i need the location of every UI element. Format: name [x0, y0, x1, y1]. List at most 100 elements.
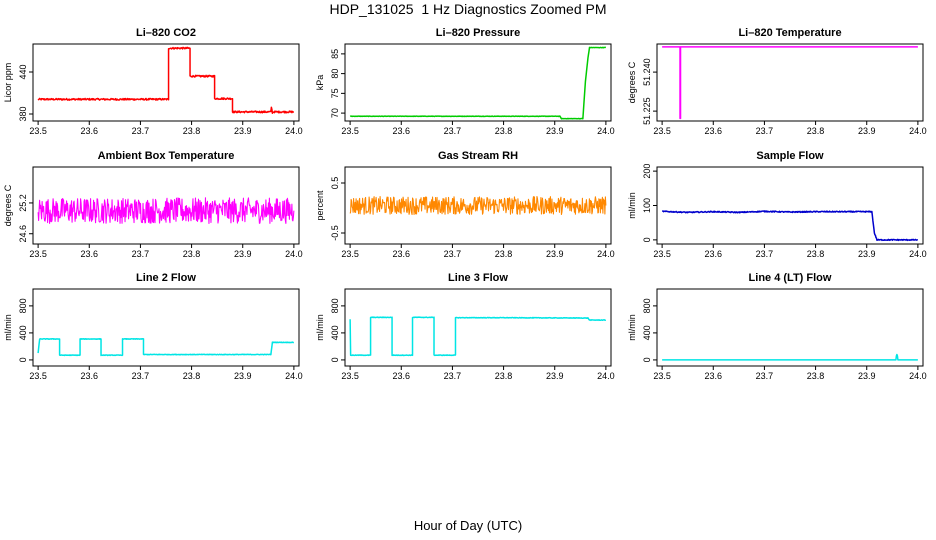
y-tick-label: 51.240 — [642, 58, 652, 86]
x-tick-label: 23.6 — [81, 126, 99, 136]
figure-title: HDP_131025 1 Hz Diagnostics Zoomed PM — [329, 1, 607, 17]
panel-line-3-flow: Line 3 Flow ml/min 23.5 23.6 23.7 23.8 23.9 24.… — [315, 272, 615, 381]
x-tick-label: 23.7 — [132, 126, 150, 136]
x-tick-label: 23.8 — [807, 371, 825, 381]
y-tick-label: 51.225 — [642, 97, 652, 125]
x-tick-label: 24.0 — [909, 126, 927, 136]
panel-ambient-box-temperature: Ambient Box Temperature degrees C 23.5 23.6… — [3, 150, 303, 259]
x-tick-label: 23.8 — [807, 126, 825, 136]
x-tick-label: 23.5 — [29, 126, 47, 136]
y-axis-label: ml/min — [3, 314, 13, 341]
x-tick-label: 23.5 — [341, 249, 359, 259]
x-tick-label: 24.0 — [285, 249, 303, 259]
series-line — [37, 197, 295, 224]
x-tick-label: 24.0 — [285, 126, 303, 136]
x-tick-label: 23.6 — [81, 371, 99, 381]
y-axis-label: degrees C — [3, 184, 13, 226]
series-line — [349, 196, 607, 216]
x-tick-label: 24.0 — [909, 371, 927, 381]
x-tick-label: 23.6 — [393, 249, 411, 259]
x-tick-label: 23.7 — [444, 249, 462, 259]
y-tick-label: -0.5 — [330, 225, 340, 241]
series-line — [349, 46, 607, 120]
x-tick-label: 23.7 — [756, 126, 774, 136]
panel-title: Line 4 (LT) Flow — [749, 272, 832, 284]
x-tick-label: 23.5 — [29, 249, 47, 259]
x-tick-label: 23.9 — [858, 126, 876, 136]
x-tick-label: 23.7 — [132, 371, 150, 381]
x-tick-label: 23.5 — [653, 371, 671, 381]
y-axis-label: ml/min — [627, 314, 637, 341]
x-tick-label: 23.6 — [705, 371, 723, 381]
y-tick-label: 24.6 — [18, 225, 28, 243]
x-tick-label: 23.7 — [444, 371, 462, 381]
x-tick-label: 23.6 — [393, 126, 411, 136]
plot-frame — [344, 43, 612, 122]
x-tick-label: 23.8 — [495, 371, 513, 381]
series-line — [661, 46, 919, 120]
panel-title: Gas Stream RH — [438, 150, 518, 162]
y-tick-label: 380 — [18, 106, 28, 121]
x-tick-label: 23.8 — [807, 249, 825, 259]
x-tick-label: 23.9 — [546, 126, 564, 136]
y-tick-label: 400 — [642, 325, 652, 340]
x-tick-label: 23.6 — [705, 126, 723, 136]
series-line — [37, 337, 295, 357]
y-tick-label: 800 — [18, 298, 28, 313]
x-tick-label: 23.8 — [183, 126, 201, 136]
x-tick-label: 23.8 — [495, 249, 513, 259]
plot-frame — [656, 43, 924, 122]
y-tick-label: 400 — [18, 325, 28, 340]
x-tick-label: 23.6 — [393, 371, 411, 381]
y-tick-label: 800 — [330, 298, 340, 313]
panel-li-820-temperature: Li–820 Temperature degrees C 23.5 23.6 23.7 2… — [627, 27, 927, 136]
x-tick-label: 23.9 — [546, 249, 564, 259]
x-tick-label: 23.9 — [546, 371, 564, 381]
x-tick-label: 24.0 — [909, 249, 927, 259]
y-tick-label: 200 — [642, 164, 652, 179]
x-tick-label: 23.7 — [132, 249, 150, 259]
y-tick-label: 25.2 — [18, 194, 28, 212]
x-tick-label: 23.9 — [858, 371, 876, 381]
x-tick-label: 23.9 — [234, 371, 252, 381]
y-tick-label: 80 — [330, 69, 340, 79]
plot-frame — [32, 43, 300, 122]
panel-title: Li–820 CO2 — [136, 27, 196, 39]
panel-title: Line 3 Flow — [448, 272, 508, 284]
y-tick-label: 70 — [330, 108, 340, 118]
y-axis-label: Licor ppm — [3, 63, 13, 103]
panel-li-820-co2: Li–820 CO2 Licor ppm 23.5 23.6 23.7 23.8 23.9 2… — [3, 27, 303, 136]
panel-sample-flow: Sample Flow ml/min 23.5 23.6 23.7 23.8 23.9 24.… — [627, 150, 927, 259]
x-tick-label: 23.7 — [756, 249, 774, 259]
x-tick-label: 24.0 — [597, 371, 615, 381]
x-tick-label: 23.5 — [29, 371, 47, 381]
plot-frame — [32, 166, 300, 245]
y-tick-label: 0 — [642, 357, 652, 362]
y-tick-label: 75 — [330, 88, 340, 98]
plot-frame — [656, 166, 924, 245]
panel-title: Ambient Box Temperature — [98, 150, 235, 162]
panel-li-820-pressure: Li–820 Pressure kPa 23.5 23.6 23.7 23.8 23.9 24… — [315, 27, 615, 136]
y-tick-label: 0 — [330, 357, 340, 362]
y-tick-label: 85 — [330, 49, 340, 59]
x-tick-label: 23.6 — [81, 249, 99, 259]
series-line — [661, 210, 919, 242]
y-tick-label: 100 — [642, 198, 652, 213]
x-tick-label: 23.9 — [234, 249, 252, 259]
y-axis-label: percent — [315, 190, 325, 221]
x-tick-label: 23.6 — [705, 249, 723, 259]
x-tick-label: 24.0 — [597, 126, 615, 136]
panel-title: Li–820 Temperature — [738, 27, 841, 39]
series-line — [37, 46, 295, 115]
plot-frame — [32, 288, 300, 367]
y-tick-label: 400 — [330, 325, 340, 340]
series-line — [349, 316, 607, 357]
x-tick-label: 24.0 — [597, 249, 615, 259]
plot-frame — [656, 288, 924, 367]
series-line — [661, 353, 919, 361]
y-tick-label: 0 — [642, 237, 652, 242]
x-tick-label: 23.7 — [756, 371, 774, 381]
x-tick-label: 23.9 — [234, 126, 252, 136]
y-axis-label: kPa — [315, 75, 325, 91]
